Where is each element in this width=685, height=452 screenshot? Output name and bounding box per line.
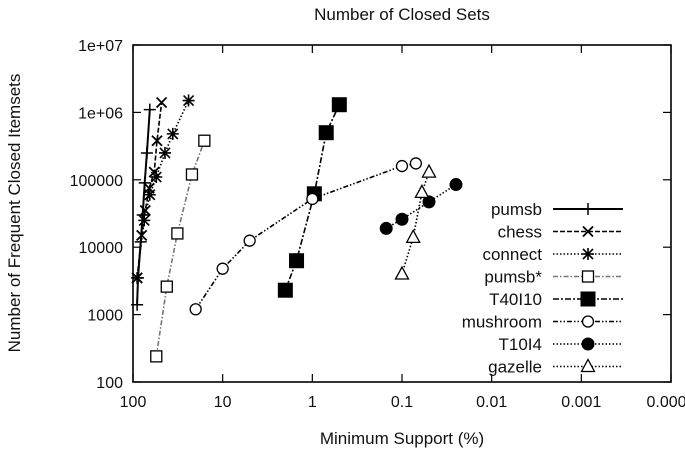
data-point-mushroom — [395, 159, 409, 173]
data-point-t40i10 — [318, 125, 334, 141]
data-point-connect — [150, 171, 163, 184]
series-mushroom — [189, 157, 423, 316]
data-point-connect — [166, 127, 179, 140]
legend-marker-chess — [582, 225, 594, 238]
data-point-mushroom — [243, 234, 256, 247]
data-point-t10i4 — [449, 178, 463, 192]
y-tick-label: 100 — [96, 375, 123, 392]
x-tick-label: 100 — [120, 394, 147, 411]
legend-item-t10i4: T10I4 — [499, 335, 623, 354]
legend-marker-gazelle — [580, 358, 596, 373]
x-tick-label: 10 — [214, 394, 232, 411]
data-point-pumsb-star — [198, 134, 211, 147]
data-point-mushroom — [306, 192, 319, 206]
legend: pumsb chess connect pumsb* T40I10 mushroom T10… — [462, 200, 623, 377]
legend-marker-t10i4 — [581, 337, 595, 351]
data-point-gazelle — [414, 184, 430, 199]
legend-marker-connect — [582, 248, 594, 260]
legend-marker-mushroom — [581, 315, 595, 328]
data-point-t40i10 — [289, 253, 305, 269]
series-gazelle — [394, 163, 437, 280]
legend-label-mushroom: mushroom — [462, 313, 542, 332]
x-tick-label: 0.001 — [561, 394, 601, 411]
data-point-mushroom — [216, 262, 229, 275]
data-point-mushroom — [189, 303, 202, 316]
y-axis-ticks: 100 1000 10000 100000 1e+06 1e+07 — [70, 38, 671, 392]
legend-label-t40i10: T40I10 — [489, 290, 542, 309]
y-axis-label: Number of Frequent Closed Itemsets — [5, 74, 24, 353]
legend-item-connect: connect — [482, 245, 623, 264]
legend-item-pumsb-star: pumsb* — [484, 268, 623, 287]
x-tick-label: 1 — [308, 394, 317, 411]
y-tick-label: 10000 — [79, 240, 124, 257]
data-point-pumsb — [140, 146, 153, 159]
data-point-pumsb-star — [160, 280, 173, 293]
data-point-connect — [131, 271, 144, 284]
series-layer — [131, 94, 463, 363]
legend-item-chess: chess — [498, 223, 623, 242]
chart-title: Number of Closed Sets — [314, 5, 490, 24]
y-tick-label: 1000 — [87, 308, 123, 325]
data-point-connect — [138, 214, 151, 227]
y-tick-label: 100000 — [70, 173, 123, 190]
data-point-chess — [139, 204, 151, 217]
legend-item-mushroom: mushroom — [462, 313, 623, 332]
data-point-pumsb-star — [171, 227, 184, 240]
data-point-chess — [155, 96, 168, 109]
x-tick-label: 0.1 — [391, 394, 413, 411]
legend-label-gazelle: gazelle — [488, 358, 542, 377]
data-point-t10i4 — [395, 212, 409, 226]
legend-label-pumsb-star: pumsb* — [484, 268, 542, 287]
data-point-t40i10 — [331, 97, 347, 113]
legend-marker-pumsb-star — [581, 270, 595, 283]
data-point-pumsb — [143, 103, 156, 116]
legend-label-t10i4: T10I4 — [499, 335, 542, 354]
series-line-gazelle — [401, 171, 430, 275]
data-point-pumsb — [131, 298, 144, 311]
data-point-connect — [182, 94, 195, 107]
series-connect — [131, 94, 195, 284]
data-point-t10i4 — [379, 221, 393, 235]
data-point-pumsb-star — [150, 350, 163, 363]
data-point-pumsb-star — [185, 168, 199, 181]
data-point-gazelle — [394, 265, 410, 280]
legend-item-t40i10: T40I10 — [489, 290, 623, 309]
legend-label-pumsb: pumsb — [491, 200, 542, 219]
data-point-gazelle — [421, 163, 437, 178]
legend-item-pumsb: pumsb — [491, 200, 623, 219]
x-axis-label: Minimum Support (%) — [320, 429, 484, 448]
series-pumsb-star — [150, 134, 211, 363]
data-point-connect — [143, 188, 156, 201]
legend-label-connect: connect — [482, 245, 542, 264]
legend-marker-pumsb — [582, 203, 594, 215]
data-point-mushroom — [409, 157, 423, 170]
legend-marker-t40i10 — [580, 291, 596, 307]
data-point-t10i4 — [422, 195, 436, 209]
legend-label-chess: chess — [498, 223, 542, 242]
y-tick-label: 1e+07 — [78, 38, 123, 55]
x-tick-label: 0.01 — [476, 394, 507, 411]
data-point-chess — [151, 135, 163, 147]
data-point-connect — [158, 146, 171, 159]
data-point-t40i10 — [277, 282, 293, 298]
data-point-gazelle — [405, 228, 421, 244]
y-tick-label: 1e+06 — [78, 105, 123, 122]
series-line-mushroom — [195, 162, 417, 310]
legend-item-gazelle: gazelle — [488, 358, 623, 377]
series-t10i4 — [379, 178, 463, 235]
